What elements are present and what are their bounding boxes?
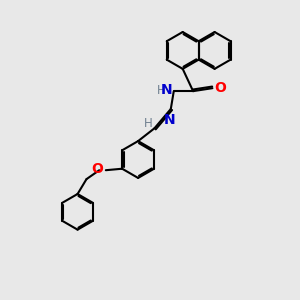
Text: H: H: [157, 84, 166, 97]
Text: O: O: [214, 81, 226, 95]
Text: N: N: [161, 83, 172, 97]
Text: O: O: [92, 162, 104, 176]
Text: H: H: [143, 117, 152, 130]
Text: N: N: [164, 112, 176, 127]
